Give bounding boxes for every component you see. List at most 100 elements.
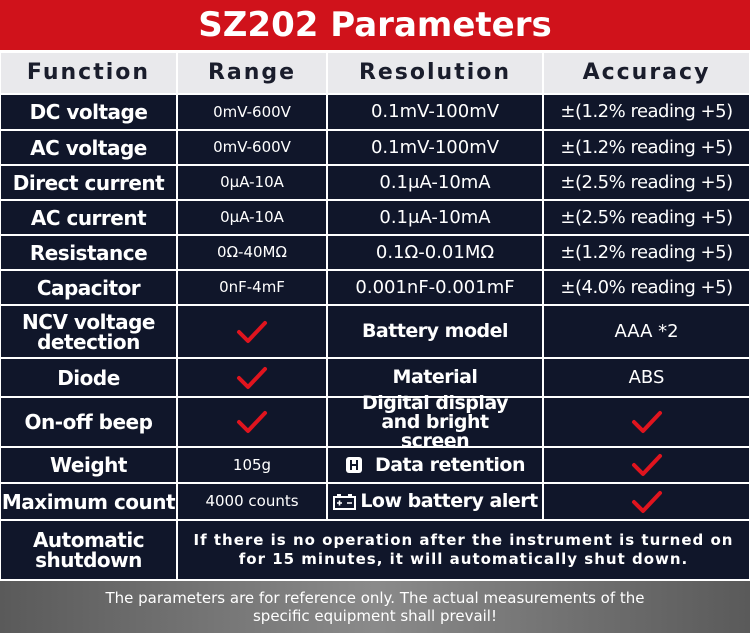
feature-name-text: NCV voltage detection: [22, 309, 155, 354]
feature-value-text: AAA *2: [614, 320, 679, 342]
table-cell-text: 0nF-4mF: [219, 278, 285, 296]
check: [178, 306, 326, 357]
column-header: Accuracy: [544, 53, 749, 93]
table-cell-text: 0μA-10A: [220, 208, 284, 226]
column-header-text: Range: [207, 60, 297, 85]
shutdown-text-text: If there is no operation after the instr…: [193, 530, 734, 569]
feature-name-text: Diode: [57, 365, 120, 390]
table-cell: 0.1Ω-0.01MΩ: [328, 236, 542, 269]
feature-value: AAA *2: [544, 306, 749, 357]
table-cell-text: ±(2.5% reading +5): [560, 171, 733, 193]
check: [178, 398, 326, 446]
feature-name: Weight: [1, 448, 176, 482]
feature-name: On-off beep: [1, 398, 176, 446]
feature-value-text: 105g: [232, 455, 272, 474]
feature-name-text: On-off beep: [24, 410, 153, 434]
table-cell: 0.001nF-0.001mF: [328, 271, 542, 304]
feature-label: Material: [328, 359, 542, 396]
feature-value-text: 4000 counts: [205, 492, 299, 510]
table-cell: DC voltage: [1, 95, 176, 129]
column-header: Range: [178, 53, 326, 93]
column-header-text: Function: [26, 60, 151, 85]
table-cell-text: 0Ω-40MΩ: [217, 243, 287, 261]
check-icon: [237, 366, 267, 389]
table-cell: 0mV-600V: [178, 95, 326, 129]
table-cell: AC current: [1, 201, 176, 234]
column-header: Function: [1, 53, 176, 93]
table-cell: 0.1μA-10mA: [328, 201, 542, 234]
footer: The parameters are for reference only. T…: [0, 581, 750, 633]
table-cell-text: 0mV-600V: [213, 138, 291, 156]
table-cell: 0.1μA-10mA: [328, 166, 542, 199]
feature-name: Diode: [1, 359, 176, 396]
feature-label-text: Data retention: [374, 453, 526, 476]
check-icon: [631, 454, 662, 476]
feature-value: 105g: [178, 448, 326, 482]
table-cell-text: AC voltage: [30, 135, 147, 160]
table-cell-text: AC current: [30, 205, 147, 230]
table-cell-text: ±(1.2% reading +5): [560, 136, 733, 158]
feature-label: Battery model: [328, 306, 542, 357]
table-cell: 0mV-600V: [178, 131, 326, 164]
table-cell-text: 0μA-10A: [220, 173, 284, 191]
check-icon: [631, 411, 662, 433]
feature-label-text: Material: [392, 366, 478, 388]
table-cell-text: 0.1μA-10mA: [379, 171, 491, 193]
check: [544, 398, 749, 446]
table-cell: Resistance: [1, 236, 176, 269]
feature-name-text: Automatic shutdown: [32, 528, 145, 572]
check: [544, 448, 749, 482]
feature-name: NCV voltage detection: [1, 306, 176, 357]
table-cell-text: 0mV-600V: [213, 102, 291, 121]
feature-name: Automatic shutdown: [1, 521, 176, 579]
feature-name: Maximum count: [1, 484, 176, 519]
feature-label: Digital display and bright screen: [328, 393, 542, 450]
table-cell-text: Capacitor: [36, 275, 141, 300]
table-cell: AC voltage: [1, 131, 176, 164]
feature-label: Data retention: [328, 448, 542, 482]
table-cell: 0μA-10A: [178, 166, 326, 199]
table-cell-text: ±(1.2% reading +5): [560, 101, 733, 122]
feature-value-text: ABS: [628, 366, 665, 388]
check-icon: [237, 411, 267, 433]
shutdown-text: If there is no operation after the instr…: [178, 521, 749, 579]
table-cell-text: 0.1μA-10mA: [379, 206, 491, 228]
table-cell: ±(1.2% reading +5): [544, 131, 749, 164]
table-cell: 0nF-4mF: [178, 271, 326, 304]
table-cell: 0.1mV-100mV: [328, 95, 542, 129]
table-cell-text: 0.1Ω-0.01MΩ: [375, 241, 495, 263]
table-cell-text: Direct current: [12, 170, 165, 195]
table-cell: 0μA-10A: [178, 201, 326, 234]
feature-value: ABS: [544, 359, 749, 396]
check: [178, 359, 326, 396]
footer-text: The parameters are for reference only. T…: [105, 589, 645, 625]
feature-label-text: Low battery alert: [360, 490, 538, 512]
table-cell-text: Resistance: [29, 240, 148, 265]
table-cell-text: 0.1mV-100mV: [370, 101, 500, 122]
column-header: Resolution: [328, 53, 542, 93]
feature-name-text: Maximum count: [1, 489, 176, 514]
table-cell: ±(2.5% reading +5): [544, 166, 749, 199]
table-cell: Direct current: [1, 166, 176, 199]
feature-label: Low battery alert: [328, 484, 542, 519]
table-cell-text: DC voltage: [29, 100, 148, 124]
table-cell-text: ±(1.2% reading +5): [560, 241, 733, 263]
table-cell-text: 0.1mV-100mV: [370, 136, 500, 158]
hold-icon: [345, 457, 362, 473]
table-cell-text: 0.001nF-0.001mF: [355, 276, 515, 298]
table-cell-text: ±(4.0% reading +5): [560, 276, 733, 298]
feature-label-text: Battery model: [361, 320, 509, 342]
battery-icon: [333, 493, 357, 510]
feature-name-text: Weight: [50, 453, 127, 477]
table-cell-text: ±(2.5% reading +5): [560, 206, 733, 228]
column-header-text: Accuracy: [582, 60, 711, 85]
feature-value: 4000 counts: [178, 484, 326, 519]
table-cell: ±(1.2% reading +5): [544, 236, 749, 269]
table-cell: 0Ω-40MΩ: [178, 236, 326, 269]
table-cell: Capacitor: [1, 271, 176, 304]
title: SZ202 Parameters: [0, 0, 750, 50]
column-header-text: Resolution: [358, 60, 512, 85]
check-icon: [237, 320, 267, 343]
table-cell: ±(1.2% reading +5): [544, 95, 749, 129]
